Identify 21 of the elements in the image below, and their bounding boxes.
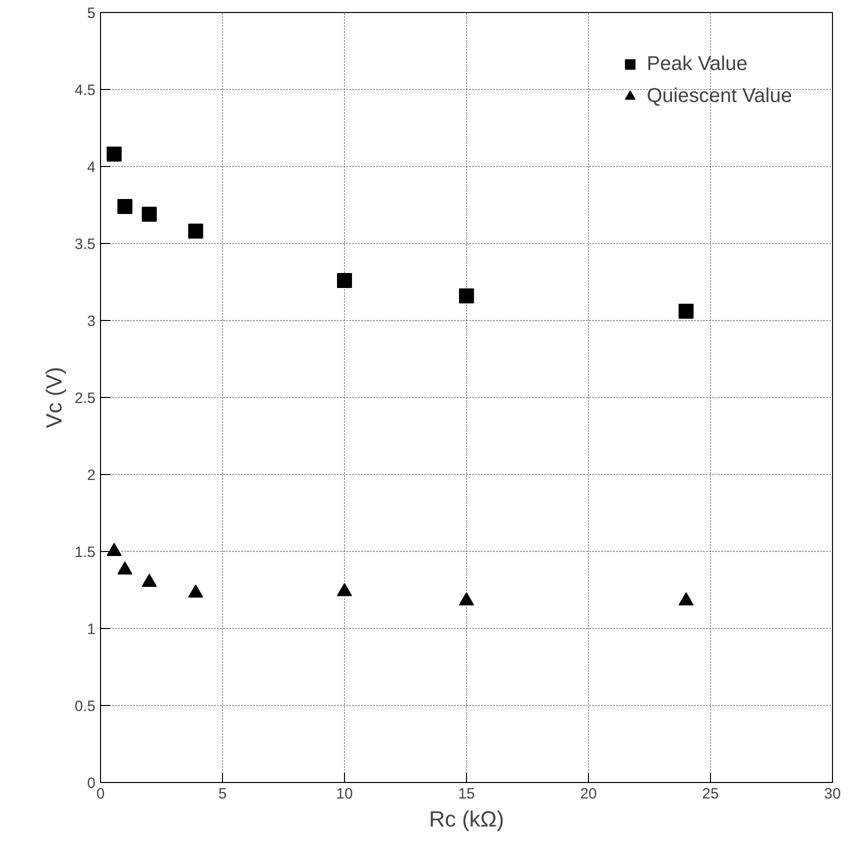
x-tick-label: 15 <box>458 786 475 802</box>
x-tick-label: 5 <box>218 786 227 802</box>
y-tick-label: 1 <box>87 621 96 638</box>
y-tick-label: 0 <box>87 775 96 792</box>
legend-label: Quiescent Value <box>646 84 792 108</box>
y-axis-title: Vc (V) <box>42 366 67 428</box>
y-tick-label: 4.5 <box>74 82 96 99</box>
y-tick-label: 3.5 <box>74 236 96 253</box>
y-tick-label: 5 <box>87 5 96 22</box>
x-tick-label: 10 <box>336 786 353 802</box>
y-tick-label: 4 <box>87 159 96 176</box>
x-tick-label: 20 <box>580 786 597 802</box>
x-axis-title: Rc (kΩ) <box>428 806 504 832</box>
y-tick-label: 3 <box>87 313 96 330</box>
y-tick-label: 2.5 <box>74 390 96 407</box>
y-tick-label: 1.5 <box>74 544 96 561</box>
legend-label: Peak Value <box>646 52 748 76</box>
x-tick-label: 30 <box>824 786 841 802</box>
y-tick-label: 0.5 <box>74 698 96 715</box>
x-tick-label: 25 <box>702 786 719 802</box>
y-tick-label: 2 <box>87 467 96 484</box>
